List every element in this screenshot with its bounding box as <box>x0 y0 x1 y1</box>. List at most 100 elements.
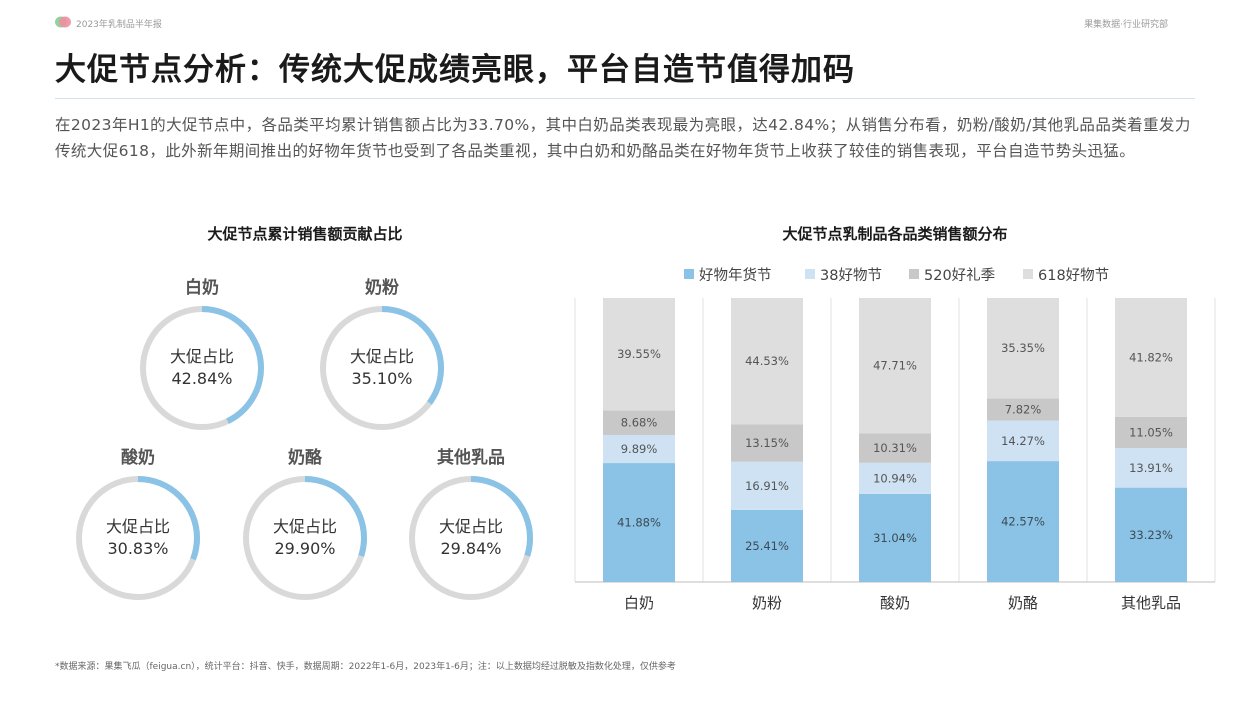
report-label: 2023年乳制品半年报 <box>76 20 162 30</box>
legend-swatch <box>909 269 919 279</box>
bar-data-label: 10.31% <box>873 441 917 455</box>
bar-data-label: 42.57% <box>1001 515 1045 529</box>
legend-item-38-festival: 38好物节 <box>805 264 882 285</box>
donut-ring <box>243 476 367 600</box>
donut-arc <box>409 476 533 600</box>
bar-segment <box>731 424 803 462</box>
bar-data-label: 13.91% <box>1129 461 1173 475</box>
bar-segment <box>731 298 803 425</box>
donut-ring <box>409 476 533 600</box>
bar-data-label: 33.23% <box>1129 528 1173 542</box>
bar-data-label: 13.15% <box>745 436 789 450</box>
bar-data-label: 35.35% <box>1001 341 1045 355</box>
bar-data-label: 7.82% <box>1005 402 1042 416</box>
summary-paragraph: 在2023年H1的大促节点中，各品类平均累计销售额占比为33.70%，其中白奶品… <box>55 116 1191 160</box>
bar-data-label: 39.55% <box>617 347 661 361</box>
donut-center-value: 42.84% <box>171 369 233 388</box>
donut-center-label: 大促占比 <box>105 517 170 536</box>
donut-center: 大促占比 42.84% <box>137 346 267 390</box>
bar-segment <box>859 493 931 582</box>
bar-segment <box>987 420 1059 462</box>
title-divider <box>55 98 1195 99</box>
bar-data-label: 25.41% <box>745 539 789 553</box>
donut-center-label: 大促占比 <box>272 517 337 536</box>
donut-chart-title: 大促节点累计销售额贡献占比 <box>207 225 403 243</box>
donut-name: 其他乳品 <box>437 448 505 468</box>
bar-segment <box>1115 487 1187 582</box>
x-tick-label: 奶粉 <box>752 594 782 612</box>
bar-data-label: 41.88% <box>617 516 661 530</box>
bar-segment <box>603 298 675 411</box>
bar-segment <box>603 410 675 435</box>
bar-data-label: 10.94% <box>873 471 917 485</box>
bar-data-label: 9.89% <box>621 442 658 456</box>
legend-swatch <box>684 269 694 279</box>
bar-segment <box>859 433 931 463</box>
bar-data-label: 44.53% <box>745 354 789 368</box>
donut-arc <box>320 306 444 430</box>
bar-data-label: 31.04% <box>873 531 917 545</box>
top-bar: 2023年乳制品半年报 果集数据·行业研究部 <box>55 14 1168 32</box>
bar-data-label: 8.68% <box>621 416 658 430</box>
legend-label: 38好物节 <box>820 268 882 284</box>
bar-segment <box>1115 448 1187 488</box>
donut-arc <box>76 476 200 600</box>
bar-segment <box>1115 297 1187 417</box>
bar-segment <box>987 398 1059 421</box>
bar-segment <box>859 298 931 434</box>
bar-segment <box>1115 416 1187 449</box>
donut-ring <box>76 476 200 600</box>
bar-segment <box>603 463 675 582</box>
bar-data-label: 16.91% <box>745 479 789 493</box>
bar-data-label: 14.27% <box>1001 434 1045 448</box>
bar-data-label: 11.05% <box>1129 425 1173 439</box>
donut-center-value: 35.10% <box>351 369 413 388</box>
donut-center: 大促占比 30.83% <box>73 516 203 560</box>
legend-item-618-festival: 618好物节 <box>1023 264 1109 285</box>
donut-cheese: 奶酪 大促占比 29.90% <box>240 445 370 603</box>
donut-name: 奶酪 <box>288 448 322 468</box>
donut-arc <box>243 476 367 600</box>
bar-segment <box>987 297 1059 399</box>
donut-milk-powder: 奶粉 大促占比 35.10% <box>317 275 447 433</box>
footnote: *数据来源：果集飞瓜（feigua.cn），统计平台：抖音、快手，数据周期：20… <box>55 662 676 672</box>
donut-center: 大促占比 29.84% <box>406 516 536 560</box>
donut-center: 大促占比 29.90% <box>240 516 370 560</box>
x-tick-label: 白奶 <box>624 594 654 612</box>
bar-segment <box>603 434 675 464</box>
bar-chart-title: 大促节点乳制品各品类销售额分布 <box>782 225 1008 243</box>
donut-chart-group: 白奶 大促占比 42.84% 奶粉 大促占比 35.10% 酸奶 <box>55 260 555 610</box>
stacked-bar-chart: 41.88% 9.89% 8.68% 39.55% 白奶 25.41% 16.91% 13.1… <box>574 297 1216 612</box>
donut-other-dairy: 其他乳品 大促占比 29.84% <box>406 445 536 603</box>
donut-center-value: 29.84% <box>440 539 502 558</box>
brand-label: 果集数据·行业研究部 <box>1084 20 1168 30</box>
donut-center-label: 大促占比 <box>349 347 414 366</box>
bar-segment <box>859 462 931 494</box>
donut-name: 奶粉 <box>365 278 399 298</box>
donut-center-value: 29.90% <box>274 539 336 558</box>
donut-center: 大促占比 35.10% <box>317 346 447 390</box>
donut-center-label: 大促占比 <box>438 517 503 536</box>
donut-center-value: 30.83% <box>107 539 169 558</box>
legend-label: 618好物节 <box>1038 268 1110 284</box>
page-title: 大促节点分析：传统大促成绩亮眼，平台自造节值得加码 <box>55 52 855 88</box>
legend-swatch <box>805 269 815 279</box>
legend-label: 520好礼季 <box>924 268 996 284</box>
x-tick-label: 奶酪 <box>1008 594 1038 612</box>
donut-name: 酸奶 <box>121 448 155 468</box>
legend-item-new-year-festival: 好物年货节 <box>684 264 772 285</box>
donut-arc <box>140 306 264 430</box>
bar-segment <box>987 461 1059 582</box>
donut-white-milk: 白奶 大促占比 42.84% <box>137 275 267 433</box>
x-tick-label: 酸奶 <box>880 594 910 612</box>
legend-swatch <box>1023 269 1033 279</box>
bar-segment <box>731 461 803 510</box>
logo-icon <box>55 16 71 28</box>
legend-item-520-festival: 520好礼季 <box>909 264 995 285</box>
bar-data-label: 47.71% <box>873 359 917 373</box>
donut-ring <box>140 306 264 430</box>
x-tick-label: 其他乳品 <box>1121 594 1181 612</box>
legend-label: 好物年货节 <box>699 268 772 284</box>
bar-data-label: 41.82% <box>1129 350 1173 364</box>
donut-ring <box>320 306 444 430</box>
